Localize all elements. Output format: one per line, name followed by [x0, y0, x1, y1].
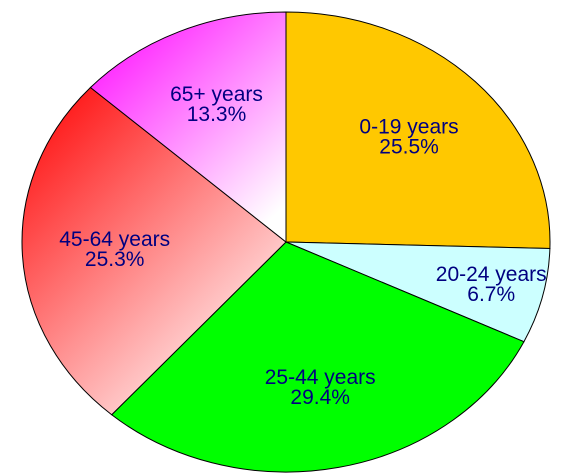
pie-slice: [285, 241, 551, 343]
slice-label: 20-24 years: [436, 263, 547, 286]
slice-value-label: 6.7%: [467, 283, 515, 306]
slice-label: 65+ years: [170, 83, 263, 106]
slice-value-label: 25.5%: [379, 135, 439, 158]
slice-label: 25-44 years: [265, 366, 376, 389]
pie-slice: [89, 11, 287, 244]
slice-value-label: 25.3%: [85, 248, 145, 271]
pie-slice: [285, 11, 551, 250]
slice-label: 45-64 years: [59, 228, 170, 251]
slice-value-label: 13.3%: [187, 103, 247, 126]
pie-slice: [110, 241, 525, 473]
pie-slice: [21, 86, 287, 416]
slice-value-label: 29.4%: [290, 386, 350, 409]
slice-label: 0-19 years: [359, 115, 458, 138]
